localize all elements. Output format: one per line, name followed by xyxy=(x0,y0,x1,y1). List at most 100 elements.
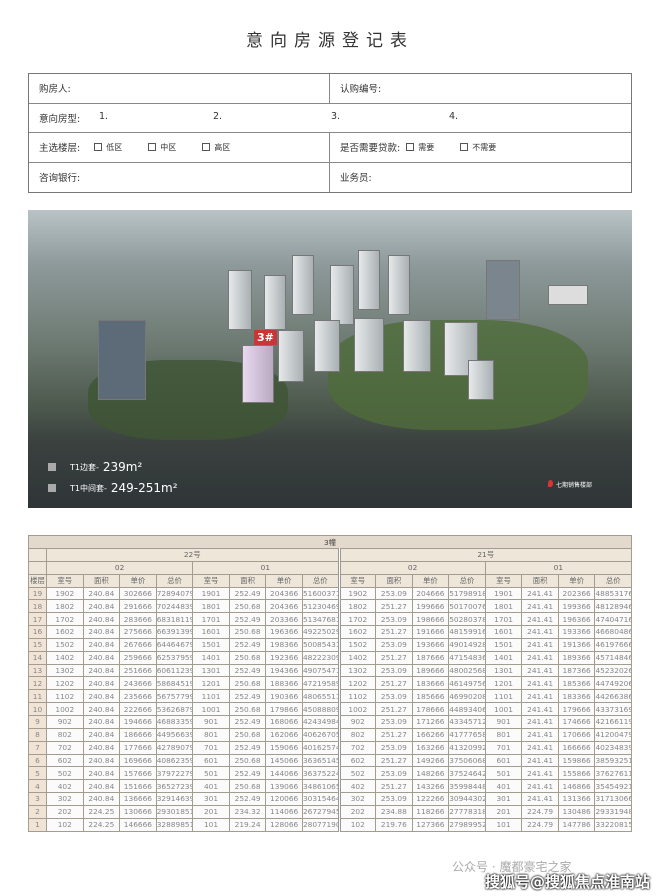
agent-field[interactable]: 业务员: xyxy=(340,173,372,185)
subscription-number-field[interactable]: 认购编号: xyxy=(340,84,382,96)
type-slot-1[interactable]: 1. xyxy=(99,110,109,122)
table-cell: 40162574 xyxy=(301,740,340,755)
table-cell: 171266 xyxy=(411,714,450,729)
table-cell: 40626705 xyxy=(301,727,340,742)
table-cell: 1502 xyxy=(46,637,84,652)
table-cell: 159066 xyxy=(265,740,303,755)
type-label: 意向房型: xyxy=(39,113,81,125)
table-cell: 41200479 xyxy=(594,727,632,742)
option-high: 高区 xyxy=(214,142,231,152)
form-row-type: 意向房型: 1. 2. 3. 4. xyxy=(29,104,631,133)
table-cell: 222666 xyxy=(119,702,157,716)
table-cell: 130666 xyxy=(119,804,157,819)
table-cell: 802 xyxy=(337,727,377,742)
table-cell: 58684519 xyxy=(155,676,194,691)
table-cell: 701 xyxy=(484,740,523,755)
table-cell: 49225029 xyxy=(301,625,340,639)
table-cell: 401 xyxy=(484,779,523,794)
table-cell: 1801 xyxy=(484,599,523,614)
table-cell: 250.68 xyxy=(228,727,267,742)
checkbox-loan-no[interactable] xyxy=(460,143,469,152)
table-cell: 47154836 xyxy=(448,650,486,665)
type-slot-2[interactable]: 2. xyxy=(213,110,223,122)
table-cell: 40234839 xyxy=(594,740,632,755)
table-cell: 251666 xyxy=(119,663,157,678)
table-cell: 31713066 xyxy=(594,792,632,806)
table-cell: 145066 xyxy=(265,753,303,768)
checkbox-low[interactable] xyxy=(94,143,103,152)
table-cell: 1402 xyxy=(46,650,84,665)
floor-cell: 11 xyxy=(28,689,47,704)
checkbox-mid[interactable] xyxy=(148,143,157,152)
table-cell: 283666 xyxy=(119,612,157,627)
column-header: 面积 xyxy=(521,573,559,588)
table-cell: 27778318 xyxy=(448,804,486,819)
table-cell: 401 xyxy=(192,779,230,794)
table-cell: 48065511 xyxy=(301,689,340,704)
floor-cell: 13 xyxy=(28,663,47,678)
table-cell: 1802 xyxy=(46,599,84,614)
table-cell: 275666 xyxy=(119,625,157,639)
checkbox-loan-yes[interactable] xyxy=(406,143,415,152)
table-cell: 1102 xyxy=(337,689,377,704)
table-cell: 253.09 xyxy=(375,663,413,678)
type-slot-3[interactable]: 3. xyxy=(331,110,341,122)
table-cell: 130486 xyxy=(557,804,596,819)
table-cell: 49014928 xyxy=(448,637,486,652)
legend-area: 239m² xyxy=(102,460,143,474)
table-cell: 1702 xyxy=(337,612,377,627)
table-cell: 198366 xyxy=(265,637,303,652)
floor-cell: 6 xyxy=(28,753,47,768)
table-cell: 48128946 xyxy=(594,599,632,614)
table-cell: 45088809 xyxy=(301,702,340,716)
table-row: 15 1502 240.84 267666 64464679 1501 252.49 1983… xyxy=(28,637,632,652)
table-cell: 42789079 xyxy=(155,740,194,755)
table-cell: 253.09 xyxy=(375,792,413,806)
table-cell: 601 xyxy=(484,753,523,768)
table-row: 17 1702 240.84 283666 68318119 1701 252.49 2033… xyxy=(28,612,632,627)
table-row: 12 1202 240.84 243666 58684519 1201 250.68 1883… xyxy=(28,676,632,691)
table-cell: 251.27 xyxy=(375,650,413,665)
table-cell: 189366 xyxy=(557,650,596,665)
table-cell: 44956639 xyxy=(155,727,194,742)
floor-cell: 16 xyxy=(28,625,47,639)
legend-label: T1中间套- xyxy=(70,483,107,493)
loan-field: 是否需要贷款: 需要 不需要 xyxy=(330,133,631,162)
table-cell: 168066 xyxy=(265,714,303,729)
table-cell: 601 xyxy=(192,753,230,768)
table-cell: 224.25 xyxy=(82,804,121,819)
table-cell: 193666 xyxy=(411,637,450,652)
table-cell: 185666 xyxy=(411,689,450,704)
table-cell: 241.41 xyxy=(521,637,559,652)
bank-field[interactable]: 咨询银行: xyxy=(29,162,330,192)
table-cell: 241.41 xyxy=(521,625,559,639)
table-row: 19 1902 240.84 302666 72894079 1901 252.49 2043… xyxy=(28,586,632,601)
checkbox-high[interactable] xyxy=(202,143,211,152)
intended-type-field[interactable]: 意向房型: 1. 2. 3. 4. xyxy=(29,111,631,125)
table-cell: 193366 xyxy=(557,625,596,639)
floor-cell: 17 xyxy=(28,612,47,627)
table-cell: 252.49 xyxy=(228,612,267,627)
table-cell: 241.41 xyxy=(521,792,559,806)
buyer-field[interactable]: 购房人: xyxy=(29,74,330,103)
table-cell: 43345712 xyxy=(448,714,486,729)
table-cell: 241.41 xyxy=(521,586,559,601)
table-cell: 34861065 xyxy=(301,779,340,794)
table-cell: 102 xyxy=(46,817,84,832)
page-title: 意向房源登记表 xyxy=(246,31,414,51)
table-cell: 234.32 xyxy=(228,804,267,819)
table-row: 13 1302 240.84 251666 60611239 1301 252.49 1943… xyxy=(28,663,632,678)
table-cell: 37506068 xyxy=(448,753,486,768)
table-cell: 44893406 xyxy=(448,702,486,716)
legend-middle-unit: T1中间套- 249-251m² xyxy=(48,481,178,495)
table-cell: 47404716 xyxy=(594,612,632,627)
table-cell: 1601 xyxy=(484,625,523,639)
type-slot-4[interactable]: 4. xyxy=(449,110,459,122)
table-cell: 240.84 xyxy=(82,792,121,806)
column-header: 室号 xyxy=(192,573,230,588)
column-header: 单价 xyxy=(119,573,157,588)
table-cell: 240.84 xyxy=(82,766,121,781)
floor-cell: 8 xyxy=(28,727,47,742)
table-cell: 185366 xyxy=(557,676,596,691)
table-cell: 196366 xyxy=(265,625,303,639)
